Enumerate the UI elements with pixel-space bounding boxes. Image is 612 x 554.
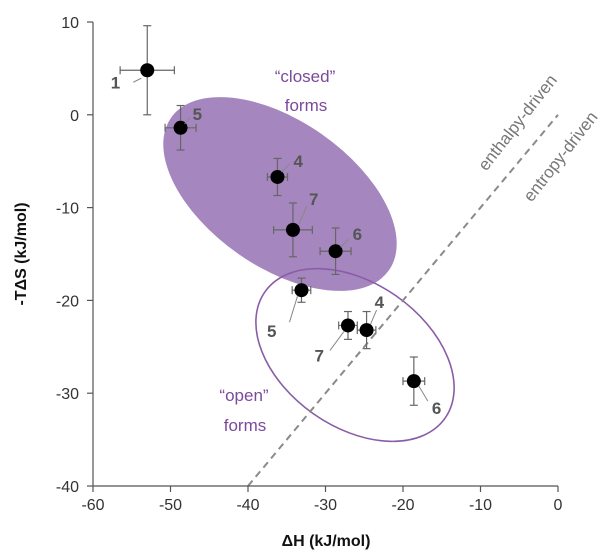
point-label-leader	[418, 385, 429, 402]
point-label: 4	[293, 152, 303, 171]
y-tick-label: -30	[56, 386, 79, 403]
data-point-8: 4	[356, 293, 385, 350]
point-label: 6	[353, 225, 362, 244]
point-label-leader	[370, 309, 378, 325]
closed-forms-region	[163, 97, 397, 291]
x-tick-label: -60	[81, 497, 104, 514]
y-axis-label: -TΔS (kJ/mol)	[13, 202, 30, 305]
point-label: 1	[111, 73, 120, 92]
data-point-marker	[340, 318, 355, 333]
data-point-7: 7	[315, 310, 358, 365]
data-point-9: 6	[402, 356, 441, 418]
data-point-3: 4	[266, 152, 303, 197]
open-forms-region	[255, 267, 455, 443]
y-tick-label: -10	[56, 201, 79, 218]
x-tick-label: 0	[554, 497, 563, 514]
data-point-marker	[140, 63, 155, 78]
point-label: 5	[267, 322, 276, 341]
x-tick-label: -10	[469, 497, 492, 514]
data-point-2: 5	[164, 105, 202, 151]
point-label-leader	[133, 77, 142, 83]
data-point-marker	[285, 222, 300, 237]
data-point-4: 7	[272, 190, 318, 258]
data-point-6: 5	[267, 277, 312, 341]
point-label: 7	[309, 190, 318, 209]
y-tick-group: -40 -30 -20 -10 0 10	[56, 15, 93, 496]
open-forms-label-line2: forms	[224, 416, 267, 435]
point-label: 7	[315, 346, 324, 365]
y-tick-label: -40	[56, 479, 79, 496]
point-label-leader	[329, 331, 345, 351]
x-tick-label: -50	[159, 497, 182, 514]
x-tick-label: -40	[236, 497, 259, 514]
x-tick-label: -30	[314, 497, 337, 514]
point-label-leader	[288, 296, 298, 323]
open-forms-label-line1: “open”	[219, 386, 268, 405]
y-tick-label: 10	[61, 15, 79, 32]
y-tick-label: 0	[70, 108, 79, 125]
data-point-marker	[328, 244, 343, 259]
x-axis-label: ΔH (kJ/mol)	[282, 533, 371, 550]
point-label-leader	[281, 163, 290, 173]
data-point-marker	[270, 169, 285, 184]
data-point-1: 1	[111, 25, 175, 116]
data-point-marker	[359, 323, 374, 338]
point-label: 4	[375, 293, 385, 312]
data-point-marker	[406, 374, 421, 389]
point-label-leader	[184, 117, 190, 125]
closed-forms-label-line1: “closed”	[275, 67, 336, 86]
y-tick-label: -20	[56, 293, 79, 310]
point-label: 6	[432, 399, 441, 418]
reference-diagonal-line	[247, 114, 559, 487]
point-label: 5	[193, 105, 202, 124]
data-point-5: 6	[319, 225, 362, 276]
data-point-marker	[173, 120, 188, 135]
closed-forms-label-line2: forms	[285, 96, 328, 115]
x-tick-label: -20	[391, 497, 414, 514]
point-label-leader	[298, 205, 308, 225]
point-label-leader	[340, 238, 349, 248]
data-point-marker	[294, 283, 309, 298]
x-tick-group: -60 -50 -40 -30 -20 -10 0	[81, 486, 563, 514]
entropy-driven-label: entropy-driven	[520, 108, 602, 205]
